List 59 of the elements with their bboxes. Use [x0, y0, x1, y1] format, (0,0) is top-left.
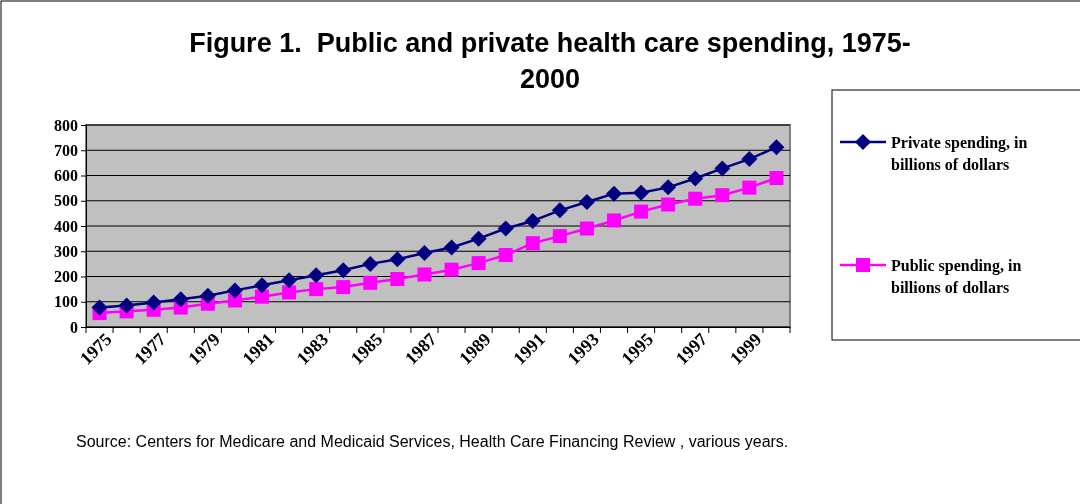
- legend-label: Public spending, in billions of dollars: [891, 257, 1022, 296]
- point: [742, 180, 757, 195]
- point: [389, 251, 406, 268]
- point: [769, 171, 784, 186]
- y-tick-label: 500: [54, 192, 78, 210]
- point: [118, 297, 135, 314]
- point: [633, 184, 650, 201]
- legend-label: Private spending, in billions of dollars: [891, 134, 1028, 173]
- point: [308, 267, 325, 284]
- point: [578, 194, 595, 211]
- point: [91, 299, 108, 316]
- y-tick-label: 600: [54, 167, 78, 185]
- point: [444, 262, 459, 277]
- point: [199, 287, 216, 304]
- point: [688, 191, 703, 206]
- y-tick-label: 400: [54, 217, 78, 235]
- point: [579, 221, 594, 236]
- point: [281, 272, 298, 289]
- point: [226, 282, 243, 299]
- point: [470, 230, 487, 247]
- point: [282, 285, 297, 300]
- point: [255, 289, 269, 304]
- y-tick-label: 800: [54, 116, 78, 134]
- y-tick-label: 700: [54, 141, 78, 159]
- point: [363, 275, 378, 290]
- point: [524, 212, 541, 229]
- point: [145, 294, 162, 311]
- y-tick-label: 200: [54, 268, 78, 286]
- point: [715, 188, 730, 203]
- point: [497, 220, 514, 237]
- point: [336, 280, 351, 295]
- y-tick-label: 100: [54, 293, 78, 311]
- point: [741, 151, 758, 168]
- point: [552, 229, 567, 244]
- point: [551, 202, 568, 219]
- y-tick-label: 0: [70, 318, 78, 336]
- point: [471, 256, 486, 271]
- point: [525, 236, 540, 251]
- source-note: Source: Centers for Medicare and Medicaid Services, Health Care Financing Review , various years.: [76, 433, 789, 450]
- y-tick-label: 300: [54, 242, 78, 260]
- point: [309, 282, 324, 297]
- point: [661, 197, 676, 212]
- point: [634, 204, 649, 219]
- point: [660, 179, 677, 196]
- point: [172, 291, 189, 308]
- point: [606, 185, 622, 202]
- point: [687, 170, 704, 187]
- point: [768, 139, 785, 156]
- point: [335, 262, 352, 279]
- chart-title: Figure 1. Public and private health care spending, 1975-2000: [189, 28, 911, 94]
- point: [714, 160, 731, 177]
- point: [443, 239, 460, 256]
- point: [417, 267, 432, 282]
- point: [416, 245, 433, 262]
- point: [362, 255, 379, 272]
- point: [498, 248, 513, 263]
- point: [607, 213, 621, 228]
- point: [254, 277, 270, 294]
- point: [390, 272, 405, 287]
